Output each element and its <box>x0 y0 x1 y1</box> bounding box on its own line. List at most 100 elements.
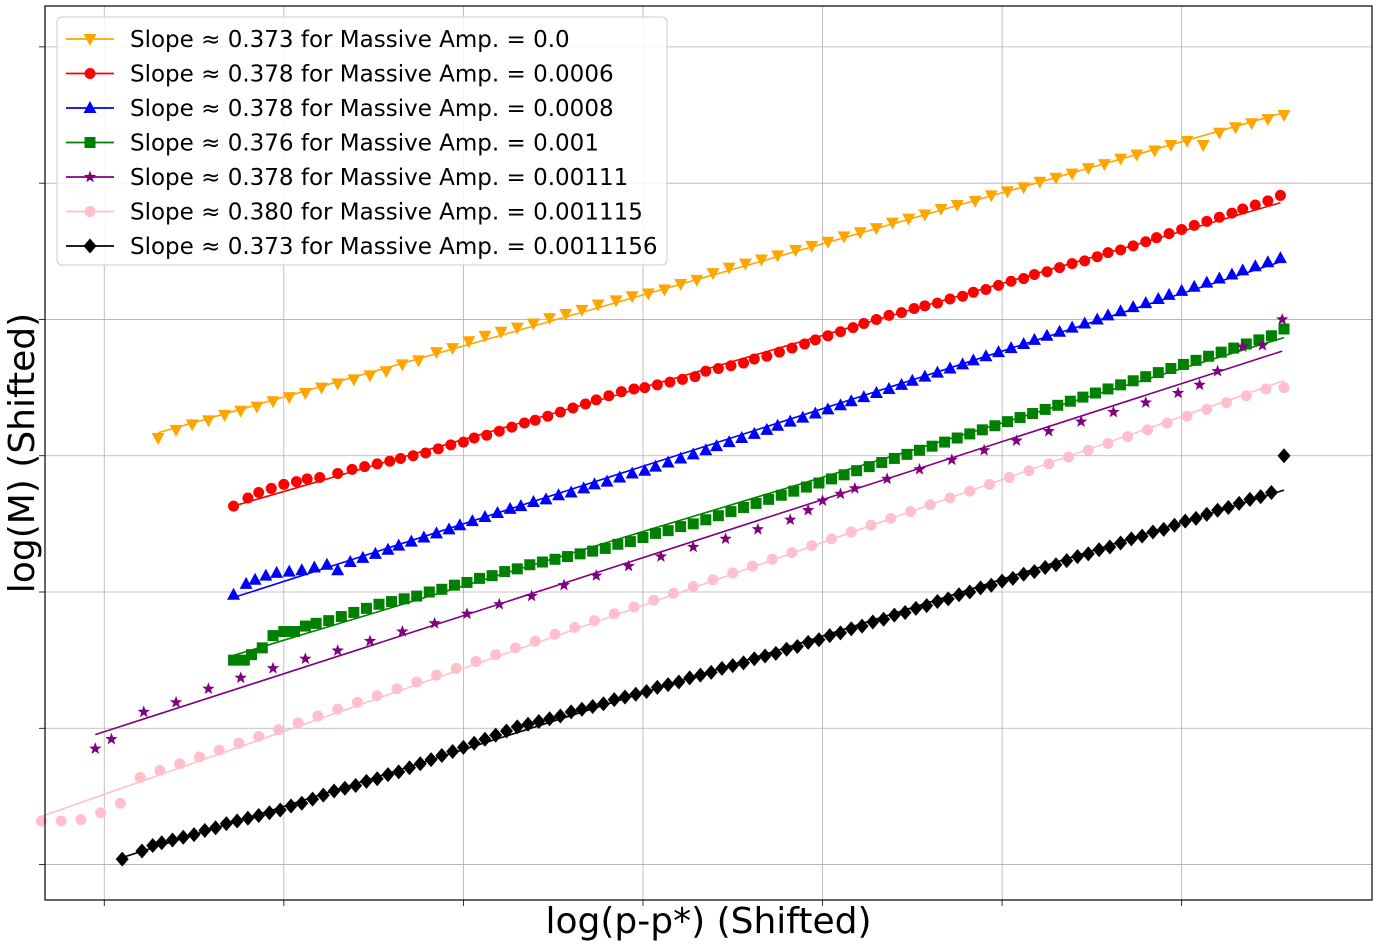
data-point <box>137 705 150 718</box>
data-point <box>980 283 992 295</box>
data-point <box>1261 114 1275 127</box>
legend-label: Slope ≈ 0.378 for Massive Amp. = 0.0008 <box>130 96 614 122</box>
data-point <box>1225 267 1239 280</box>
data-point <box>809 334 821 346</box>
data-point <box>725 360 737 372</box>
data-point <box>1102 437 1114 449</box>
data-point <box>209 820 223 836</box>
data-point <box>1103 539 1117 555</box>
data-point <box>273 802 287 818</box>
legend: Slope ≈ 0.373 for Massive Amp. = 0.0 Slop… <box>56 16 668 266</box>
data-point <box>1229 122 1243 135</box>
data-point <box>771 250 785 263</box>
data-point <box>278 626 290 638</box>
data-point <box>564 704 578 720</box>
data-point <box>248 572 262 585</box>
data-point <box>719 532 732 545</box>
data-point <box>559 308 573 321</box>
data-point <box>913 444 925 456</box>
data-point <box>590 394 602 406</box>
data-point <box>1081 546 1095 562</box>
data-point <box>338 780 352 796</box>
data-point <box>918 369 932 382</box>
data-point <box>806 540 818 552</box>
legend-marker <box>83 170 97 183</box>
data-point <box>722 262 736 275</box>
data-point <box>966 353 980 366</box>
data-point <box>430 669 442 681</box>
data-point <box>788 485 800 497</box>
data-point <box>450 662 462 674</box>
data-point <box>1017 182 1031 195</box>
data-point <box>586 698 600 714</box>
data-point <box>238 654 250 666</box>
data-point <box>905 506 917 518</box>
data-point <box>880 472 894 485</box>
data-point <box>105 732 118 745</box>
data-point <box>895 377 909 390</box>
data-point <box>55 815 67 827</box>
data-point <box>746 560 758 572</box>
data-point <box>562 551 574 563</box>
data-point <box>155 835 169 851</box>
data-point <box>1232 495 1246 511</box>
data-point <box>1189 510 1203 526</box>
data-point <box>845 526 857 538</box>
data-point <box>587 477 601 490</box>
data-point <box>259 568 273 581</box>
data-point <box>252 808 266 824</box>
data-point <box>511 563 523 575</box>
data-point <box>493 425 505 437</box>
data-point <box>575 304 589 317</box>
data-point <box>282 392 296 405</box>
data-point <box>411 355 425 368</box>
data-point <box>699 443 713 456</box>
data-point <box>1187 279 1201 292</box>
data-point <box>1165 363 1177 375</box>
data-point <box>1041 266 1053 278</box>
data-point <box>478 731 492 747</box>
data-point <box>315 382 329 395</box>
data-point <box>1066 258 1078 270</box>
data-point <box>176 829 190 845</box>
data-point <box>712 363 724 375</box>
data-point <box>526 495 540 508</box>
data-point <box>747 651 761 667</box>
data-point <box>1074 415 1088 427</box>
data-point <box>284 798 298 814</box>
data-point <box>939 436 951 448</box>
data-point <box>771 418 785 431</box>
data-point <box>1064 395 1076 407</box>
data-point <box>934 204 948 217</box>
data-point <box>738 258 752 271</box>
data-point <box>918 209 932 222</box>
data-point <box>435 748 449 764</box>
data-point <box>1274 189 1286 201</box>
data-point <box>295 563 309 576</box>
data-point <box>866 614 880 630</box>
series-layer <box>35 110 1291 867</box>
data-point <box>442 522 456 535</box>
data-point <box>1164 140 1178 153</box>
data-point <box>95 807 107 819</box>
data-point <box>356 550 370 563</box>
data-point <box>641 288 655 301</box>
data-point <box>1226 207 1238 219</box>
data-point <box>930 365 944 378</box>
data-point <box>267 630 279 642</box>
data-point <box>467 735 481 751</box>
data-point <box>460 607 474 620</box>
data-point <box>979 349 993 362</box>
data-point <box>1039 403 1051 415</box>
data-point <box>726 658 740 674</box>
data-point <box>343 555 357 568</box>
data-point <box>789 244 803 257</box>
data-point <box>75 814 87 826</box>
data-point <box>392 764 406 780</box>
data-point <box>1180 135 1194 148</box>
data-point <box>760 422 774 435</box>
data-point <box>992 345 1006 358</box>
data-point <box>1151 292 1165 305</box>
data-point <box>432 443 444 455</box>
data-point <box>395 452 407 464</box>
